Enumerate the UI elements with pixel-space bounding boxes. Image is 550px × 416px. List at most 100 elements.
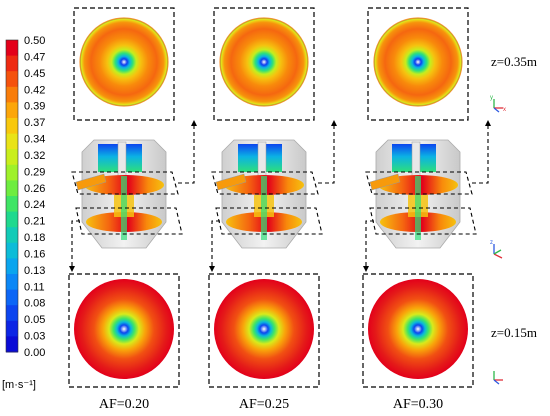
upper-section-plane <box>211 171 319 195</box>
af-label: AF=0.20 <box>99 397 149 412</box>
top-velocity-disc <box>374 18 462 106</box>
colorbar-swatch <box>6 211 18 228</box>
bottom-velocity-disc <box>368 279 468 379</box>
connector-to-bottom <box>71 220 80 268</box>
lower-section-plane <box>369 207 477 235</box>
colorbar-swatch <box>6 242 18 259</box>
colorbar-tick-label: 0.05 <box>24 314 45 326</box>
af-label: AF=0.30 <box>393 397 443 412</box>
colorbar-unit-label: [m·s⁻¹] <box>2 379 36 391</box>
connector-to-top <box>318 124 335 184</box>
colorbar-swatch <box>6 40 18 57</box>
connector-to-top <box>472 124 489 184</box>
arrowhead-down <box>209 266 215 272</box>
top-section-box <box>213 7 315 121</box>
arrowhead-down <box>363 266 369 272</box>
inlet-pipe <box>215 173 247 191</box>
colorbar-tick-label: 0.16 <box>24 248 45 260</box>
top-velocity-disc <box>220 18 308 106</box>
top-section-box <box>73 7 175 121</box>
colorbar-frame <box>5 39 19 353</box>
colorbar-swatch <box>6 86 18 103</box>
central-jet <box>415 176 421 240</box>
colorbar-swatch <box>6 149 18 166</box>
connector-to-bottom <box>365 220 374 268</box>
upper-section-plane <box>71 171 179 195</box>
impeller-shaft <box>117 141 127 177</box>
colorbar-swatch <box>6 71 18 88</box>
axis-triad-top: y x <box>490 95 506 113</box>
colorbar-swatch <box>6 227 18 244</box>
arrowhead-up <box>191 120 197 126</box>
colorbar-tick-label: 0.13 <box>24 265 45 277</box>
contour-panels: AF=0.20 AF=0.25 AF=0.30 <box>68 7 491 412</box>
colorbar-tick-labels: 0.50 0.47 0.45 0.42 0.39 0.37 0.34 0.32 0.29 0.26… <box>24 35 45 359</box>
colorbar-tick-label: 0.18 <box>24 232 45 244</box>
colorbar: 0.50 0.47 0.45 0.42 0.39 0.37 0.34 0.32 0.29 0.26… <box>2 35 45 391</box>
colorbar-swatch <box>6 180 18 197</box>
top-disc-rim <box>219 17 309 107</box>
colorbar-tick-label: 0.24 <box>24 199 45 211</box>
top-section-box <box>367 7 469 121</box>
colorbar-tick-label: 0.32 <box>24 150 45 162</box>
top-disc-rim <box>79 17 169 107</box>
arrowhead-up <box>485 120 491 126</box>
colorbar-tick-label: 0.00 <box>24 347 45 359</box>
lower-section-plane <box>215 207 323 235</box>
colorbar-swatch <box>6 196 18 213</box>
panel-column: AF=0.30 <box>362 7 491 412</box>
z-label-bottom: z=0.15m <box>491 325 537 340</box>
colorbar-tick-label: 0.34 <box>24 134 45 146</box>
colorbar-tick-label: 0.37 <box>24 117 45 129</box>
central-jet <box>261 176 267 240</box>
colorbar-swatch <box>6 289 18 306</box>
bottom-velocity-disc <box>214 279 314 379</box>
colorbar-swatch <box>6 274 18 291</box>
arrowhead-up <box>331 120 337 126</box>
colorbar-swatch <box>6 164 18 181</box>
top-velocity-disc <box>80 18 168 106</box>
colorbar-tick-label: 0.11 <box>24 281 45 293</box>
axis-z-label: z <box>490 240 493 246</box>
panel-column: AF=0.25 <box>208 7 337 412</box>
colorbar-tick-label: 0.29 <box>24 166 45 178</box>
colorbar-tick-label: 0.08 <box>24 298 45 310</box>
inlet-pipe <box>369 173 401 191</box>
colorbar-swatch <box>6 305 18 322</box>
arrowhead-down <box>69 266 75 272</box>
axis-y-label: y <box>490 95 493 101</box>
connector-to-bottom <box>211 220 220 268</box>
axis-x-label: x <box>503 107 506 113</box>
colorbar-swatch <box>6 55 18 72</box>
colorbar-tick-label: 0.45 <box>24 68 45 80</box>
colorbar-swatch <box>6 258 18 275</box>
bottom-velocity-disc <box>74 279 174 379</box>
colorbar-tick-label: 0.50 <box>24 35 45 47</box>
impeller-shaft <box>257 141 267 177</box>
colorbar-swatch <box>6 102 18 119</box>
colorbar-tick-label: 0.26 <box>24 183 45 195</box>
panel-column: AF=0.20 <box>68 7 197 412</box>
axis-triad-bottom <box>493 371 503 385</box>
colorbar-tick-label: 0.39 <box>24 101 45 113</box>
central-jet <box>121 176 127 240</box>
colorbar-swatch <box>6 118 18 135</box>
colorbar-swatch <box>6 320 18 337</box>
colorbar-tick-label: 0.42 <box>24 84 45 96</box>
colorbar-tick-label: 0.21 <box>24 216 45 228</box>
colorbar-swatch <box>6 336 18 353</box>
colorbar-tick-label: 0.03 <box>24 331 45 343</box>
impeller-shaft <box>411 141 421 177</box>
upper-section-plane <box>365 171 473 195</box>
lower-section-plane <box>75 207 183 235</box>
colorbar-swatches <box>5 39 19 353</box>
af-label: AF=0.25 <box>239 397 289 412</box>
colorbar-tick-label: 0.47 <box>24 51 45 63</box>
connector-to-top <box>178 124 195 184</box>
top-disc-rim <box>373 17 463 107</box>
colorbar-swatch <box>6 133 18 150</box>
z-label-top: z=0.35m <box>491 54 537 69</box>
axis-triad-mid: z <box>490 240 503 259</box>
inlet-pipe <box>75 173 107 191</box>
